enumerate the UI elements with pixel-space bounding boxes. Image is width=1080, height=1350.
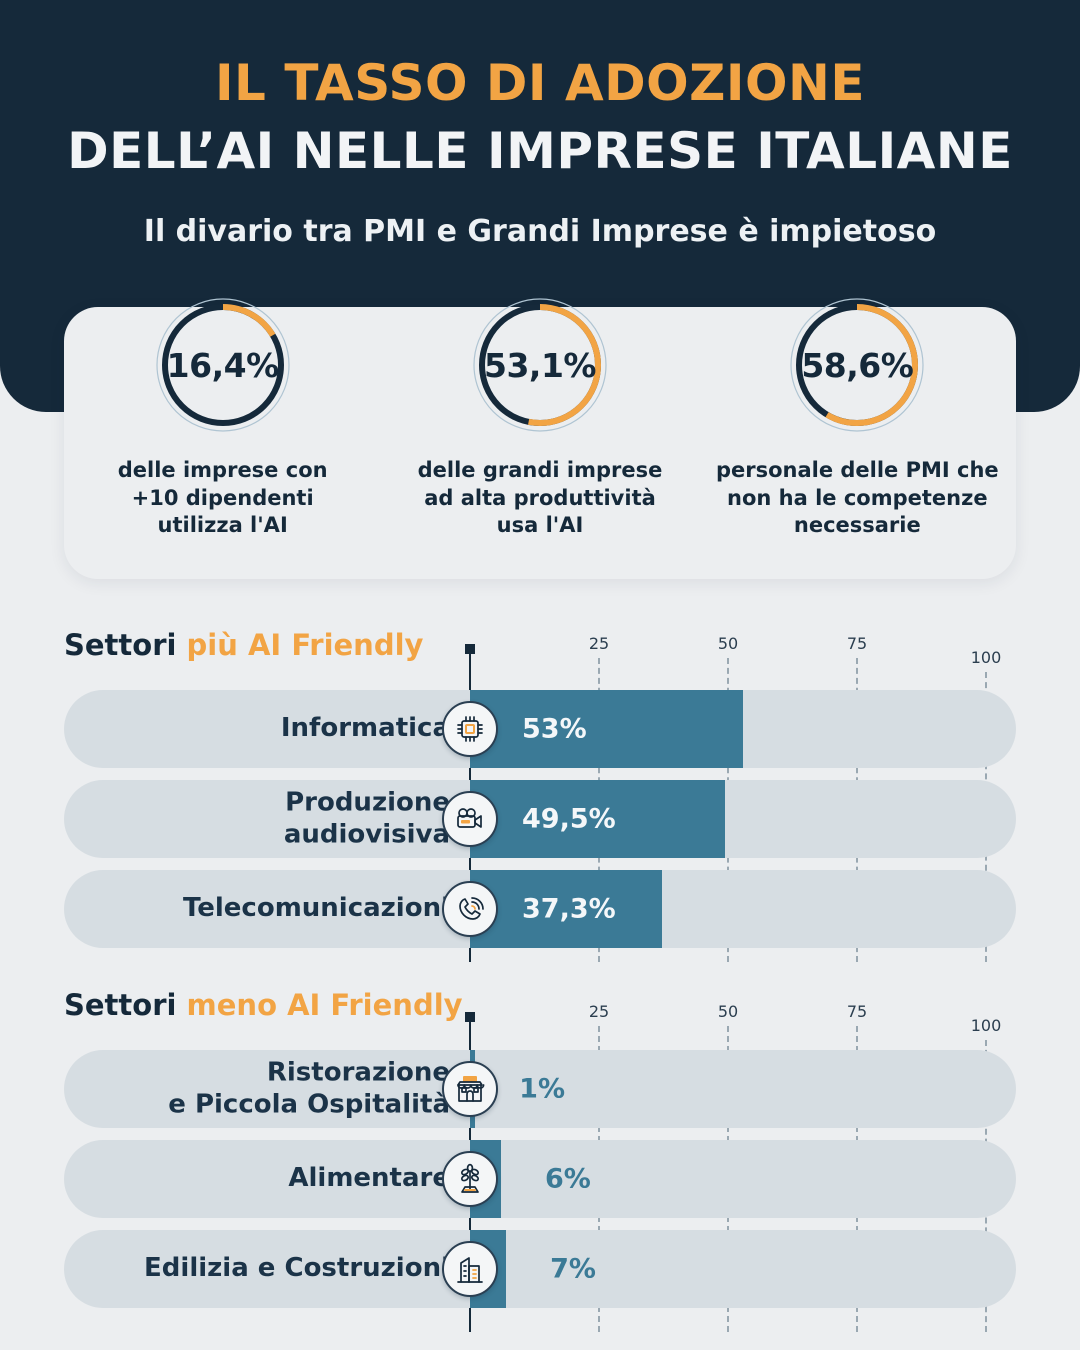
stat-1: 16,4% delle imprese con +10 dipendenti util… <box>64 298 381 579</box>
stat-3: 58,6% personale delle PMI che non ha le co… <box>699 298 1016 579</box>
section-heading-accent-2: meno AI Friendly <box>186 988 463 1022</box>
bar-row[interactable]: Informatica 53% <box>64 690 1016 768</box>
bar-value-label: 53% <box>522 713 587 745</box>
x-axis-1: 25 50 75 100 <box>0 628 1080 962</box>
stat-caption-1: delle imprese con +10 dipendenti utilizza … <box>117 458 328 538</box>
axis-tick-label-25: 25 <box>588 1002 610 1021</box>
storefront-icon <box>442 1061 498 1117</box>
bar-value-label: 37,3% <box>522 893 616 925</box>
stat-caption-2: delle grandi imprese ad alta produttività… <box>417 458 663 538</box>
axis-tick-label-100: 100 <box>970 1016 1002 1035</box>
bar-row[interactable]: Edilizia e Costruzioni 7% <box>64 1230 1016 1308</box>
section-heading-2: Settori meno AI Friendly <box>64 988 463 1022</box>
section-heading-plain-1: Settori <box>64 628 187 662</box>
bar-value-label: 7% <box>550 1253 596 1285</box>
bar-row-label: Alimentare <box>288 1163 450 1194</box>
bar-row-label: Informatica <box>280 713 450 744</box>
page-subtitle: Il divario tra PMI e Grandi Imprese è im… <box>143 214 937 249</box>
section-heading-1: Settori più AI Friendly <box>64 628 423 662</box>
stat-caption-3: personale delle PMI che non ha le compete… <box>715 458 999 538</box>
bar-row[interactable]: Produzione audiovisiva 49,5% <box>64 780 1016 858</box>
bar-row[interactable]: Alimentare 6% <box>64 1140 1016 1218</box>
bar-row[interactable]: Telecomunicazioni 37,3% <box>64 870 1016 948</box>
axis-tick-label-50: 50 <box>717 1002 739 1021</box>
donut-chart-2: 53,1% <box>470 295 610 435</box>
axis-tick-label-75: 75 <box>846 1002 868 1021</box>
donut-value-2: 53,1% <box>483 345 597 385</box>
axis-tick-label-100: 100 <box>970 648 1002 667</box>
bar-row-label: Ristorazione e Piccola Ospitalità <box>168 1057 450 1119</box>
bar-value-label: 6% <box>544 1163 591 1195</box>
axis-tick-label-75: 75 <box>846 634 868 653</box>
bar-value-label: 1% <box>519 1073 565 1105</box>
section-heading-plain-2: Settori <box>64 988 187 1022</box>
telephone-icon <box>442 881 498 937</box>
stats-card: 16,4% delle imprese con +10 dipendenti util… <box>64 298 1016 579</box>
section-heading-accent-1: più AI Friendly <box>186 628 424 662</box>
axis-origin-marker <box>465 644 475 654</box>
page-title-line-1: IL TASSO DI ADOZIONE <box>214 54 866 112</box>
bar-value-label: 49,5% <box>522 803 616 835</box>
bar-row-label: Produzione audiovisiva <box>283 787 450 849</box>
x-axis-2: 25 50 75 100 <box>0 996 1080 1332</box>
bar <box>470 690 744 768</box>
axis-origin-marker <box>465 1012 475 1022</box>
donut-value-1: 16,4% <box>166 345 280 385</box>
video-camera-icon <box>442 791 498 847</box>
axis-tick-label-25: 25 <box>588 634 610 653</box>
bar-row-label: Telecomunicazioni <box>182 893 450 924</box>
plant-sprout-icon <box>442 1151 498 1207</box>
bar-row-label: Edilizia e Costruzioni <box>144 1253 450 1284</box>
donut-chart-1: 16,4% <box>153 295 293 435</box>
page-title-line-2: DELL’AI NELLE IMPRESE ITALIANE <box>67 122 1013 180</box>
axis-tick-label-50: 50 <box>717 634 739 653</box>
donut-chart-3: 58,6% <box>787 295 927 435</box>
cpu-chip-icon <box>442 701 498 757</box>
donut-value-3: 58,6% <box>801 345 914 385</box>
building-icon <box>442 1241 498 1297</box>
stat-2: 53,1% delle grandi imprese ad alta produtt… <box>381 298 698 579</box>
bar-row[interactable]: Ristorazione e Piccola Ospitalità 1% <box>64 1050 1016 1128</box>
bar <box>470 870 663 948</box>
bar <box>470 780 726 858</box>
